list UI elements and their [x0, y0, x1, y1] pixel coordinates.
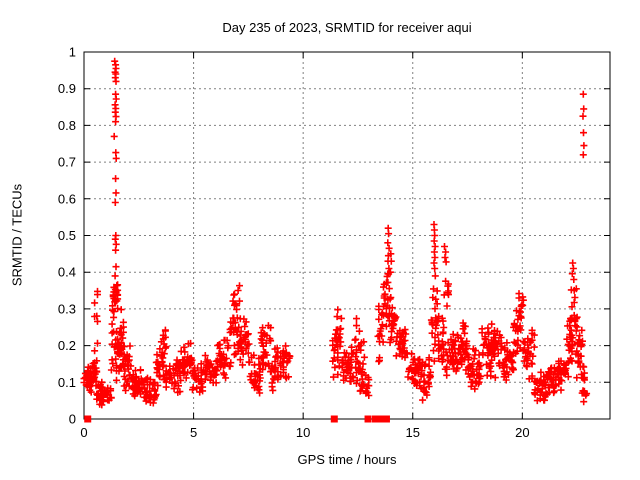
y-tick-label: 0 — [69, 412, 76, 427]
y-tick-label: 1 — [69, 45, 76, 60]
zero-value-marker — [330, 415, 338, 423]
x-tick-label: 5 — [190, 425, 197, 440]
x-axis-label: GPS time / hours — [297, 452, 397, 467]
y-tick-label: 0.9 — [58, 81, 76, 96]
y-tick-label: 0.5 — [58, 228, 76, 243]
y-tick-label: 0.7 — [58, 155, 76, 170]
y-tick-label: 0.1 — [58, 375, 76, 390]
y-tick-label: 0.4 — [58, 265, 76, 280]
zero-value-marker — [382, 415, 390, 423]
y-tick-label: 0.3 — [58, 301, 76, 316]
x-tick-label: 20 — [515, 425, 529, 440]
y-tick-label: 0.8 — [58, 118, 76, 133]
chart-title: Day 235 of 2023, SRMTID for receiver aqu… — [222, 20, 472, 35]
x-tick-label: 15 — [406, 425, 420, 440]
x-tick-label: 10 — [296, 425, 310, 440]
y-tick-label: 0.2 — [58, 338, 76, 353]
zero-value-marker — [84, 415, 92, 423]
zero-value-marker — [364, 415, 372, 423]
x-tick-label: 0 — [80, 425, 87, 440]
scatter-points — [80, 57, 591, 409]
y-tick-label: 0.6 — [58, 191, 76, 206]
